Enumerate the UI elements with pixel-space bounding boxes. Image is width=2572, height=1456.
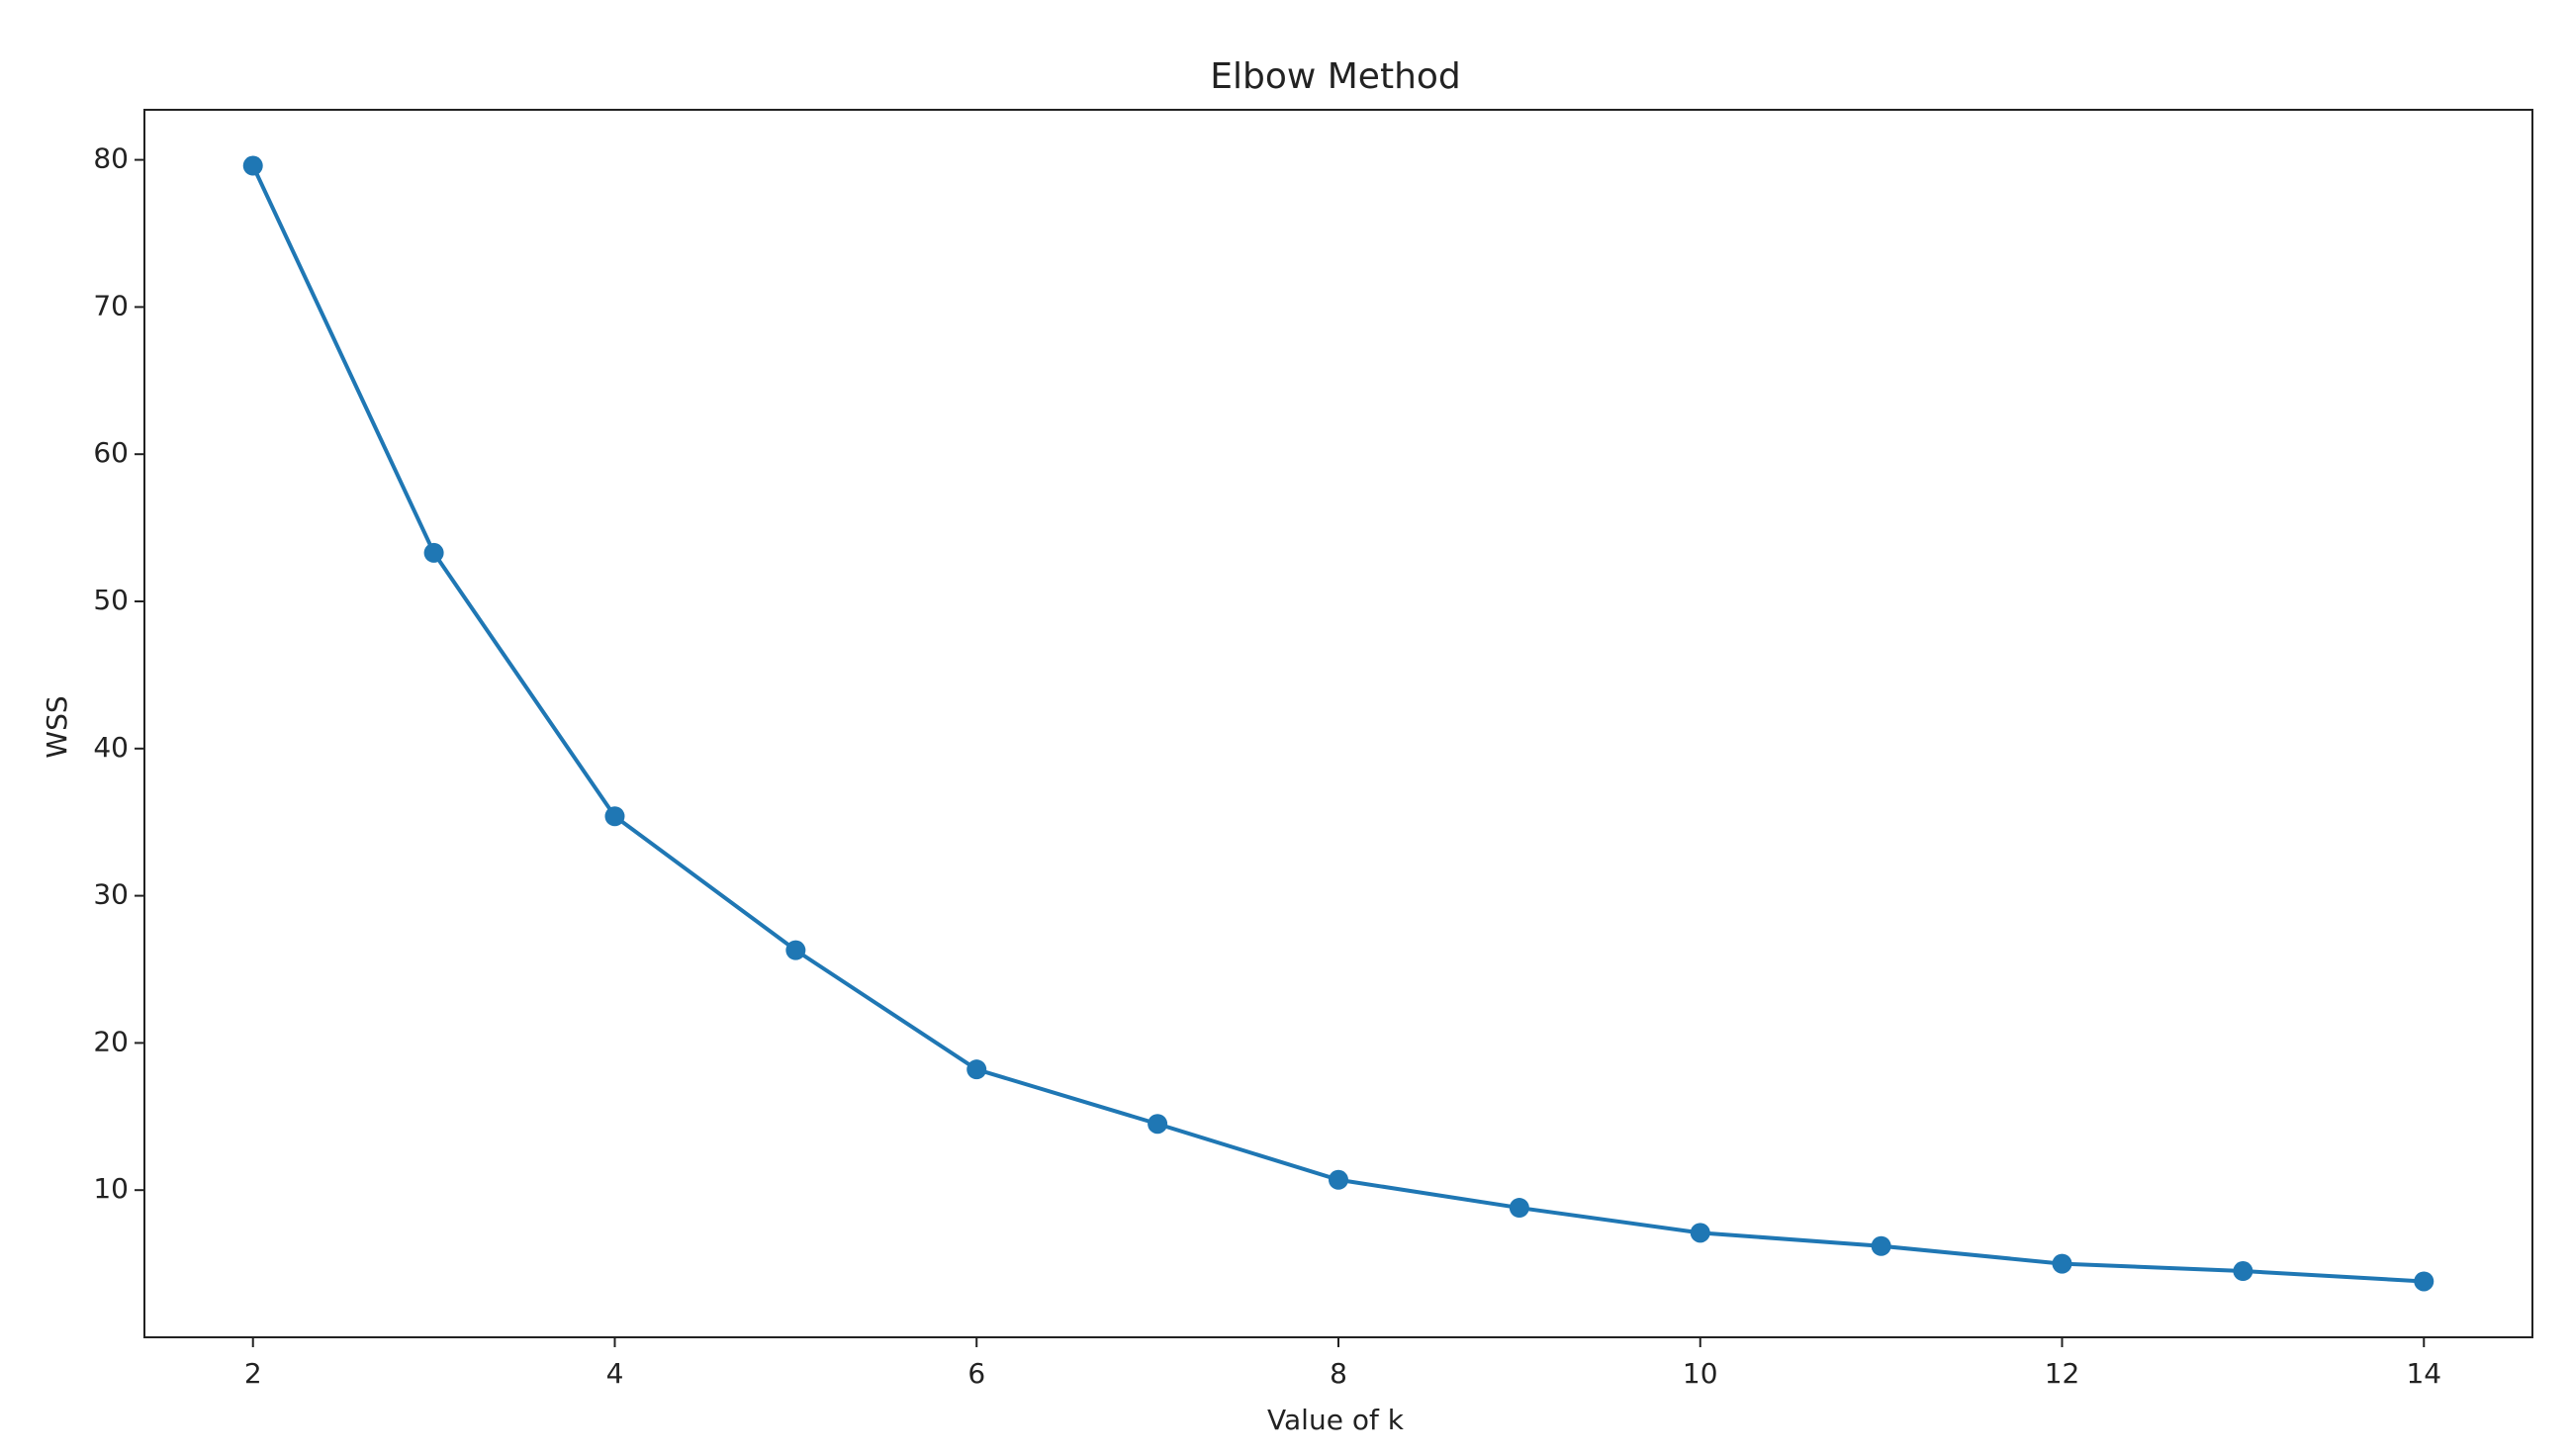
x-tick-label: 6 <box>967 1357 985 1390</box>
data-point <box>1690 1223 1710 1243</box>
data-point <box>966 1059 987 1080</box>
chart-title: Elbow Method <box>1210 56 1461 97</box>
data-point <box>2233 1261 2253 1282</box>
data-point <box>1329 1169 1348 1190</box>
y-axis-label: WSS <box>41 695 73 758</box>
x-tick-label: 4 <box>606 1357 624 1390</box>
x-tick-label: 12 <box>2045 1357 2080 1390</box>
y-tick-label: 80 <box>93 142 129 175</box>
y-tick-label: 10 <box>93 1172 129 1205</box>
data-point <box>2052 1253 2072 1274</box>
data-point <box>1871 1235 1891 1256</box>
y-tick-label: 20 <box>93 1025 129 1057</box>
x-tick-label: 8 <box>1330 1357 1347 1390</box>
data-point <box>785 940 806 960</box>
plot-frame <box>143 109 2533 1338</box>
y-tick-label: 70 <box>93 289 129 321</box>
data-point <box>423 542 444 563</box>
data-point <box>1509 1198 1529 1219</box>
y-tick-label: 60 <box>93 436 129 469</box>
data-point <box>2414 1271 2434 1292</box>
x-tick-label: 10 <box>1683 1357 1718 1390</box>
data-point <box>242 155 263 176</box>
data-point <box>604 806 625 827</box>
x-tick-label: 14 <box>2406 1357 2441 1390</box>
data-point <box>1148 1114 1168 1135</box>
y-tick-label: 30 <box>93 878 129 911</box>
x-axis-label: Value of k <box>1267 1404 1405 1436</box>
y-tick-label: 40 <box>93 731 129 764</box>
x-tick-label: 2 <box>244 1357 262 1390</box>
y-tick-label: 50 <box>93 584 129 616</box>
